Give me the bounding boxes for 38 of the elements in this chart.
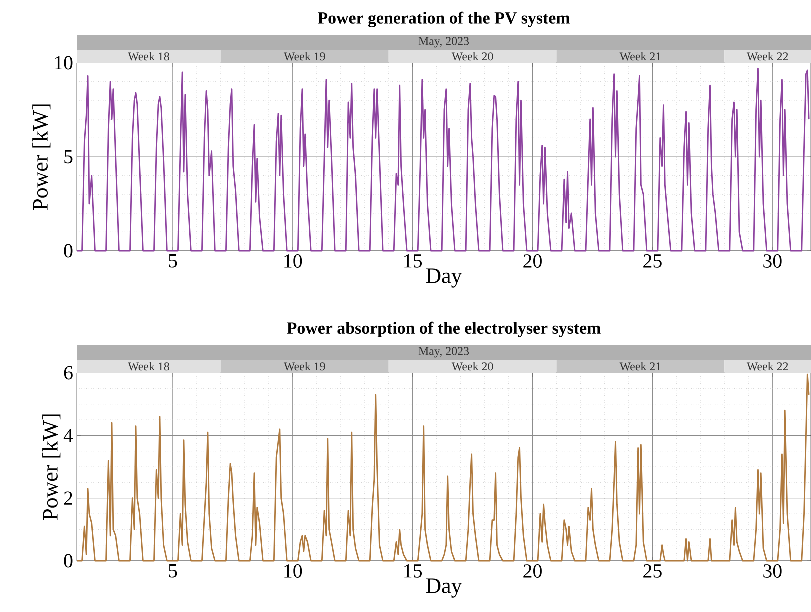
x-axis-title: Day xyxy=(426,578,462,598)
x-tick-label: 20 xyxy=(524,564,542,578)
x-tick-label: 25 xyxy=(644,254,662,268)
text: Week 19 xyxy=(284,362,326,371)
y-tick-label: 10 xyxy=(55,56,73,70)
x-tick-label: 30 xyxy=(764,564,782,578)
text: Week 18 xyxy=(128,52,170,61)
y-tick-label: 6 xyxy=(64,366,73,380)
x-tick-label: 15 xyxy=(404,564,422,578)
x-tick-label: 25 xyxy=(644,564,662,578)
text: Week 21 xyxy=(620,52,661,61)
y-tick-label: 4 xyxy=(64,429,74,442)
text: May, 2023 xyxy=(418,347,470,358)
x-tick-label: 5 xyxy=(169,254,178,268)
chart-title: Power absorption of the electrolyser system xyxy=(287,322,601,338)
y-axis-title: Power [kW] xyxy=(32,104,51,210)
text: Week 19 xyxy=(284,52,326,61)
line-series xyxy=(76,68,810,252)
y-tick-label: 2 xyxy=(64,492,72,505)
x-tick-label: 10 xyxy=(284,254,302,268)
y-tick-label: 0 xyxy=(64,554,73,568)
text: Week 22 xyxy=(746,362,788,371)
chart-title: Power generation of the PV system xyxy=(318,12,570,28)
x-tick-label: 5 xyxy=(169,564,178,578)
text: Week 20 xyxy=(452,362,494,371)
x-tick-label: 20 xyxy=(524,254,542,268)
y-tick-label: 5 xyxy=(64,150,73,164)
x-tick-label: 30 xyxy=(764,254,782,268)
text: Week 20 xyxy=(452,52,494,61)
text: Week 22 xyxy=(746,52,788,61)
x-tick-label: 15 xyxy=(404,254,422,268)
text: Week 18 xyxy=(128,362,170,371)
y-tick-label: 0 xyxy=(64,244,73,258)
x-axis-title: Day xyxy=(426,268,462,288)
text: May, 2023 xyxy=(418,37,470,48)
x-tick-label: 10 xyxy=(284,564,302,578)
text: Week 21 xyxy=(620,362,661,371)
y-axis-title: Power [kW] xyxy=(42,414,61,520)
